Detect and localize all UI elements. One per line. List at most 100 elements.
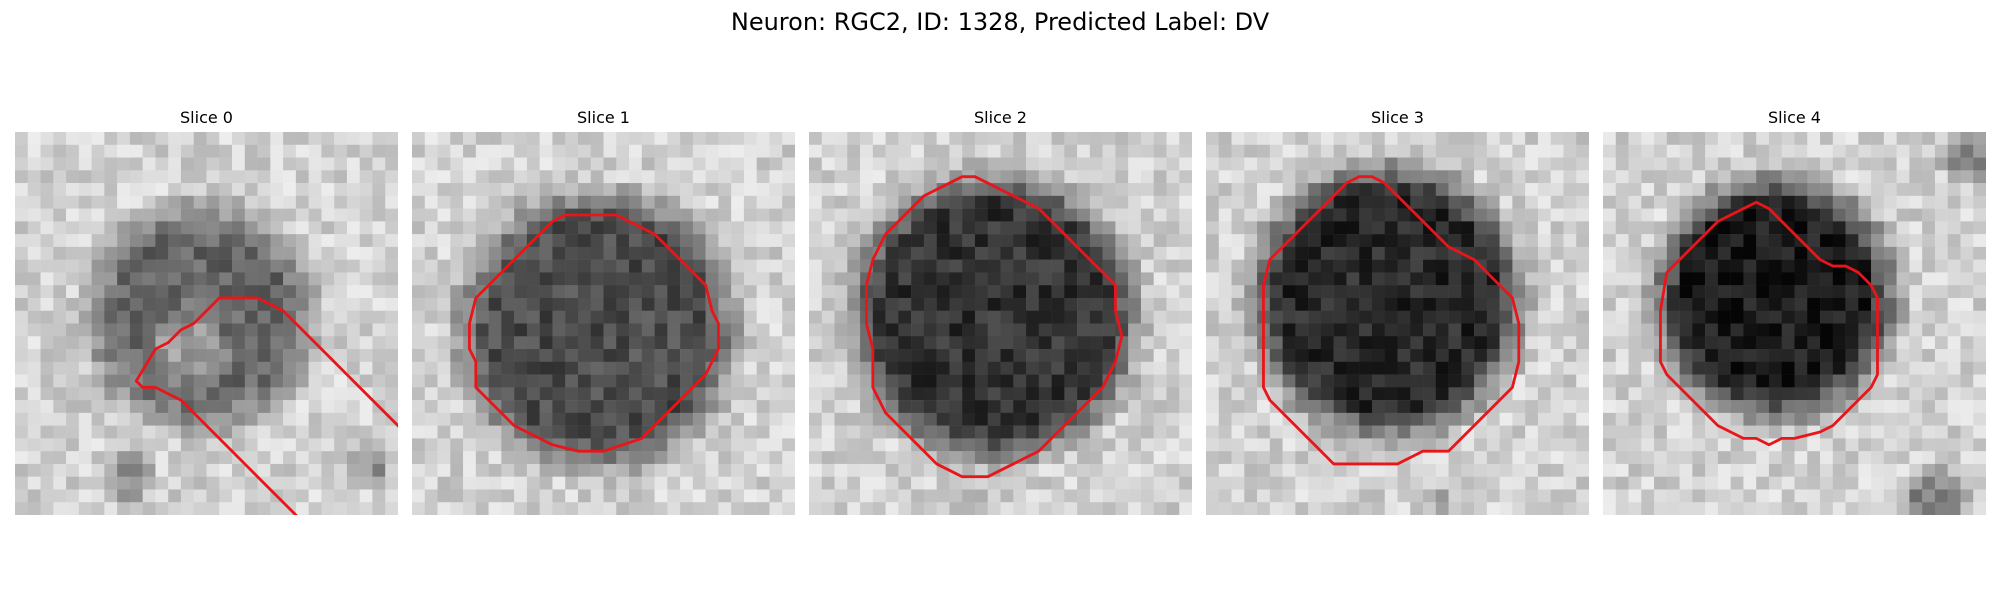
image-pixel (898, 195, 912, 209)
image-pixel (1820, 489, 1834, 503)
image-pixel (244, 208, 258, 222)
image-pixel (1026, 374, 1040, 388)
image-pixel (78, 374, 92, 388)
image-pixel (1461, 476, 1475, 490)
image-pixel (1115, 387, 1129, 401)
image-pixel (1486, 208, 1500, 222)
image-pixel (1934, 463, 1948, 477)
image-pixel (1883, 132, 1897, 146)
image-pixel (1206, 259, 1220, 273)
image-pixel (1666, 412, 1680, 426)
image-pixel (1603, 297, 1617, 311)
image-pixel (66, 246, 80, 260)
image-pixel (1486, 157, 1500, 171)
image-pixel (641, 310, 655, 324)
image-pixel (1166, 183, 1180, 197)
image-pixel (168, 234, 182, 248)
image-pixel (244, 349, 258, 363)
image-pixel (1525, 374, 1539, 388)
image-pixel (334, 272, 348, 286)
image-pixel (962, 412, 976, 426)
image-pixel (987, 502, 1001, 515)
image-pixel (603, 234, 617, 248)
image-pixel (283, 400, 297, 414)
image-pixel (257, 170, 271, 184)
image-pixel (66, 234, 80, 248)
image-pixel (1486, 195, 1500, 209)
image-pixel (962, 208, 976, 222)
image-pixel (1244, 310, 1258, 324)
image-pixel (40, 425, 54, 439)
image-pixel (782, 183, 795, 197)
image-pixel (488, 259, 502, 273)
image-pixel (1550, 157, 1564, 171)
image-pixel (526, 221, 540, 235)
image-pixel (1512, 425, 1526, 439)
image-pixel (539, 412, 553, 426)
image-pixel (1781, 195, 1795, 209)
image-pixel (1308, 387, 1322, 401)
image-pixel (1359, 349, 1373, 363)
image-pixel (1371, 183, 1385, 197)
image-pixel (53, 183, 67, 197)
image-pixel (437, 323, 451, 337)
image-pixel (1717, 451, 1731, 465)
image-pixel (437, 310, 451, 324)
image-pixel (488, 463, 502, 477)
image-pixel (15, 451, 29, 465)
image-pixel (936, 502, 950, 515)
image-pixel (809, 297, 823, 311)
image-pixel (1218, 195, 1232, 209)
image-pixel (1038, 259, 1052, 273)
image-pixel (463, 259, 477, 273)
image-pixel (1115, 195, 1129, 209)
image-pixel (1883, 336, 1897, 350)
image-pixel (692, 170, 706, 184)
image-pixel (1512, 183, 1526, 197)
image-pixel (718, 387, 732, 401)
image-pixel (155, 323, 169, 337)
image-pixel (270, 451, 284, 465)
image-pixel (346, 132, 360, 146)
image-pixel (769, 463, 783, 477)
image-pixel (872, 272, 886, 286)
image-pixel (1781, 463, 1795, 477)
image-pixel (1397, 157, 1411, 171)
image-pixel (501, 310, 515, 324)
image-pixel (1166, 463, 1180, 477)
image-pixel (104, 144, 118, 158)
image-pixel (283, 476, 297, 490)
image-pixel (577, 285, 591, 299)
image-pixel (1244, 476, 1258, 490)
image-pixel (1102, 234, 1116, 248)
image-pixel (1308, 463, 1322, 477)
image-pixel (769, 374, 783, 388)
image-pixel (1576, 234, 1589, 248)
image-pixel (1359, 451, 1373, 465)
image-pixel (308, 132, 322, 146)
image-pixel (78, 349, 92, 363)
image-pixel (283, 195, 297, 209)
image-pixel (1807, 438, 1821, 452)
image-pixel (155, 387, 169, 401)
image-pixel (743, 502, 757, 515)
image-pixel (1089, 502, 1103, 515)
image-pixel (514, 157, 528, 171)
image-pixel (450, 502, 464, 515)
image-pixel (1563, 476, 1577, 490)
image-pixel (514, 259, 528, 273)
image-pixel (359, 195, 373, 209)
image-pixel (987, 259, 1001, 273)
image-pixel (514, 412, 528, 426)
image-pixel (847, 132, 861, 146)
image-pixel (1206, 132, 1220, 146)
image-pixel (1282, 323, 1296, 337)
image-pixel (1333, 221, 1347, 235)
image-pixel (718, 412, 732, 426)
image-pixel (244, 285, 258, 299)
image-pixel (1064, 349, 1078, 363)
image-pixel (923, 221, 937, 235)
image-pixel (987, 221, 1001, 235)
image-pixel (1756, 349, 1770, 363)
image-pixel (1832, 310, 1846, 324)
